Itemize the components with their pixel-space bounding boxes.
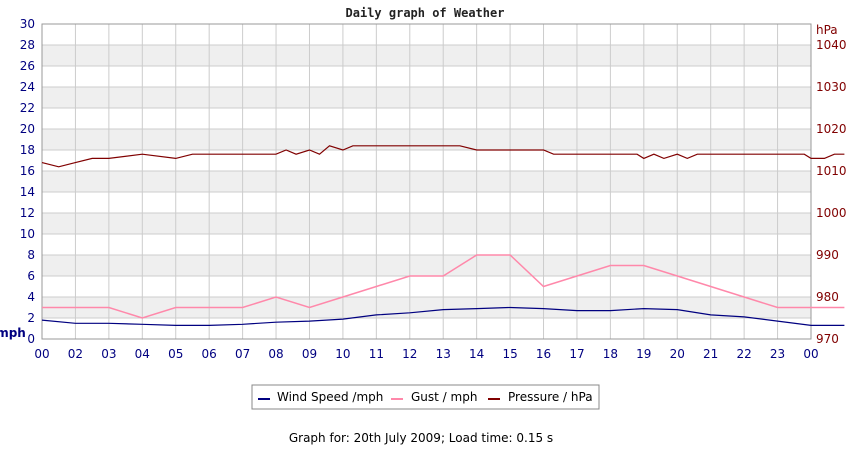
x-tick-label: 23: [770, 347, 785, 361]
grid-band: [42, 213, 811, 234]
left-axis-unit: mph: [0, 326, 26, 340]
left-tick-label: 16: [20, 164, 35, 178]
x-tick-label: 20: [670, 347, 685, 361]
right-tick-label: 990: [816, 248, 839, 262]
left-tick-label: 26: [20, 59, 35, 73]
x-axis-ticks: 00 02 03 04 05 06 07 08 09 10 11 12 13 14 15 16 17 18 19 20…: [34, 347, 818, 361]
legend-box: [251, 384, 600, 410]
legend: Wind Speed /mph Gust / mph Pressure / hP…: [251, 384, 600, 410]
data-series: [41, 145, 845, 326]
right-tick-label: 980: [816, 290, 839, 304]
x-tick-label: 10: [335, 347, 350, 361]
legend-label-wind: Wind Speed /mph: [277, 390, 383, 404]
left-tick-label: 12: [20, 206, 35, 220]
x-tick-label: 06: [202, 347, 217, 361]
x-tick-label: 14: [469, 347, 484, 361]
right-tick-label: 970: [816, 332, 839, 346]
x-tick-label: 18: [603, 347, 618, 361]
left-tick-label: 14: [20, 185, 35, 199]
left-tick-label: 0: [27, 332, 35, 346]
x-tick-label: 12: [402, 347, 417, 361]
grid-band: [42, 45, 811, 66]
left-tick-label: 28: [20, 38, 35, 52]
right-tick-label: 1030: [816, 80, 847, 94]
x-tick-label: 16: [536, 347, 551, 361]
x-tick-label: 15: [502, 347, 517, 361]
x-tick-label: 02: [68, 347, 83, 361]
plot-frame: [41, 23, 812, 340]
x-tick-label: 07: [235, 347, 250, 361]
right-tick-label: 1020: [816, 122, 847, 136]
series-line-wind: [41, 306, 845, 326]
x-tick-label: 17: [569, 347, 584, 361]
chart-title: Daily graph of Weather: [346, 6, 505, 20]
gridlines: [41, 23, 812, 340]
legend-label-gust: Gust / mph: [411, 390, 477, 404]
left-tick-label: 4: [27, 290, 35, 304]
grid-band: [42, 87, 811, 108]
left-tick-label: 6: [27, 269, 35, 283]
grid-band: [42, 171, 811, 192]
x-tick-label: 13: [436, 347, 451, 361]
series-line-pressure: [41, 145, 845, 168]
left-tick-label: 30: [20, 17, 35, 31]
left-tick-label: 20: [20, 122, 35, 136]
grid-band: [42, 129, 811, 150]
left-tick-label: 24: [20, 80, 35, 94]
x-tick-label: 11: [369, 347, 384, 361]
x-tick-label: 03: [101, 347, 116, 361]
right-tick-label: 1010: [816, 164, 847, 178]
x-tick-label: 21: [703, 347, 718, 361]
legend-label-pressure: Pressure / hPa: [508, 390, 593, 404]
x-tick-label: 19: [636, 347, 651, 361]
right-tick-label: 1040: [816, 38, 847, 52]
x-tick-label: 09: [302, 347, 317, 361]
grid-band: [42, 255, 811, 276]
x-tick-label: 05: [168, 347, 183, 361]
left-tick-label: 10: [20, 227, 35, 241]
x-tick-label: 08: [268, 347, 283, 361]
x-tick-label: 00: [34, 347, 49, 361]
left-tick-label: 18: [20, 143, 35, 157]
grid-band: [42, 297, 811, 318]
x-tick-label: 22: [736, 347, 751, 361]
left-tick-label: 8: [27, 248, 35, 262]
series-line-gust: [42, 254, 845, 319]
footer-caption: Graph for: 20th July 2009; Load time: 0.…: [289, 431, 553, 445]
right-tick-label: 1000: [816, 206, 847, 220]
x-tick-label: 04: [135, 347, 150, 361]
left-tick-label: 22: [20, 101, 35, 115]
right-axis-ticks: 970 980 990 1000 1010 1020 1030 1040: [816, 38, 847, 346]
right-axis-unit: hPa: [816, 23, 838, 37]
x-tick-label: 00: [803, 347, 818, 361]
left-tick-label: 2: [27, 311, 35, 325]
background-bands: [42, 45, 811, 318]
